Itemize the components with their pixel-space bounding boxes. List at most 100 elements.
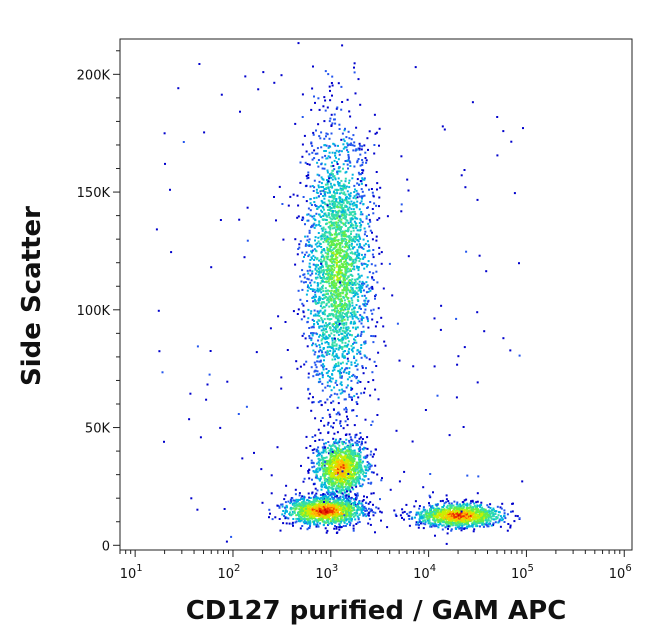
data-point <box>302 273 305 276</box>
data-point <box>301 288 304 291</box>
data-point <box>309 513 312 516</box>
data-point <box>326 292 329 295</box>
data-point <box>345 295 348 298</box>
data-point <box>309 288 312 290</box>
data-point <box>323 512 326 515</box>
data-point <box>350 507 353 509</box>
data-point <box>331 249 334 252</box>
data-point <box>352 457 355 460</box>
data-point <box>356 506 359 509</box>
data-point <box>348 348 351 350</box>
data-point <box>310 256 313 259</box>
data-point <box>326 253 329 255</box>
data-point <box>370 492 373 495</box>
data-point <box>378 196 381 199</box>
data-point <box>329 314 332 317</box>
data-point <box>340 506 343 509</box>
data-point <box>326 519 328 522</box>
data-point <box>352 208 355 211</box>
data-point <box>339 497 342 500</box>
data-point <box>340 322 343 325</box>
data-point <box>346 333 349 336</box>
data-point <box>333 243 336 246</box>
data-point <box>365 472 368 475</box>
data-point <box>316 489 319 492</box>
data-point <box>326 171 329 174</box>
data-point <box>370 450 373 453</box>
data-point <box>378 252 381 255</box>
data-point <box>345 494 348 497</box>
data-point <box>366 496 368 499</box>
data-point <box>361 470 363 473</box>
data-point <box>340 376 343 379</box>
data-point <box>335 343 338 346</box>
data-point <box>345 507 348 510</box>
data-point <box>312 470 315 473</box>
data-point <box>378 217 381 220</box>
data-point <box>343 521 346 524</box>
data-point <box>338 328 341 331</box>
data-point <box>349 248 352 251</box>
data-point <box>338 330 341 333</box>
data-point <box>300 504 303 507</box>
data-point <box>352 196 355 199</box>
data-point <box>328 376 331 378</box>
data-point <box>347 340 350 343</box>
data-point <box>323 359 325 362</box>
data-point <box>304 223 306 226</box>
data-point <box>342 283 345 286</box>
data-point <box>329 377 332 380</box>
data-point <box>320 276 323 279</box>
data-point <box>330 332 333 335</box>
data-point <box>333 290 336 293</box>
data-point <box>328 313 331 315</box>
data-point <box>354 204 357 207</box>
data-point <box>343 210 346 213</box>
data-point <box>336 447 339 450</box>
data-point <box>386 215 389 218</box>
data-point <box>361 172 364 174</box>
data-point <box>311 151 314 154</box>
data-point <box>340 381 343 384</box>
data-point <box>326 336 329 339</box>
data-point <box>354 518 357 521</box>
data-point <box>348 433 351 436</box>
data-point <box>326 215 329 218</box>
data-point <box>289 511 291 514</box>
data-point <box>358 437 361 440</box>
data-point <box>360 182 363 185</box>
data-point <box>315 212 318 215</box>
data-point <box>356 440 359 442</box>
data-point <box>367 482 370 485</box>
data-point <box>345 459 347 462</box>
data-point <box>337 177 340 180</box>
data-point <box>313 502 316 505</box>
data-point <box>294 238 297 241</box>
data-point <box>355 498 357 501</box>
data-point <box>307 470 310 472</box>
data-point <box>314 515 317 518</box>
data-point <box>320 199 323 202</box>
data-point <box>364 468 367 471</box>
data-point <box>349 448 352 451</box>
data-point <box>349 502 352 505</box>
data-point <box>338 324 341 326</box>
data-point <box>329 276 332 278</box>
data-point <box>307 397 310 400</box>
data-point <box>329 493 332 496</box>
data-point <box>355 259 358 262</box>
data-point <box>331 358 334 361</box>
data-point <box>361 316 364 319</box>
data-point <box>339 420 342 423</box>
data-point <box>328 232 331 235</box>
data-point <box>327 496 330 498</box>
data-point <box>367 260 370 263</box>
data-point <box>371 276 374 279</box>
data-point <box>325 511 328 514</box>
data-point <box>378 246 381 249</box>
data-point <box>340 298 343 300</box>
data-point <box>327 238 330 241</box>
data-point <box>356 512 359 515</box>
data-point <box>376 182 379 185</box>
data-point <box>346 144 349 147</box>
